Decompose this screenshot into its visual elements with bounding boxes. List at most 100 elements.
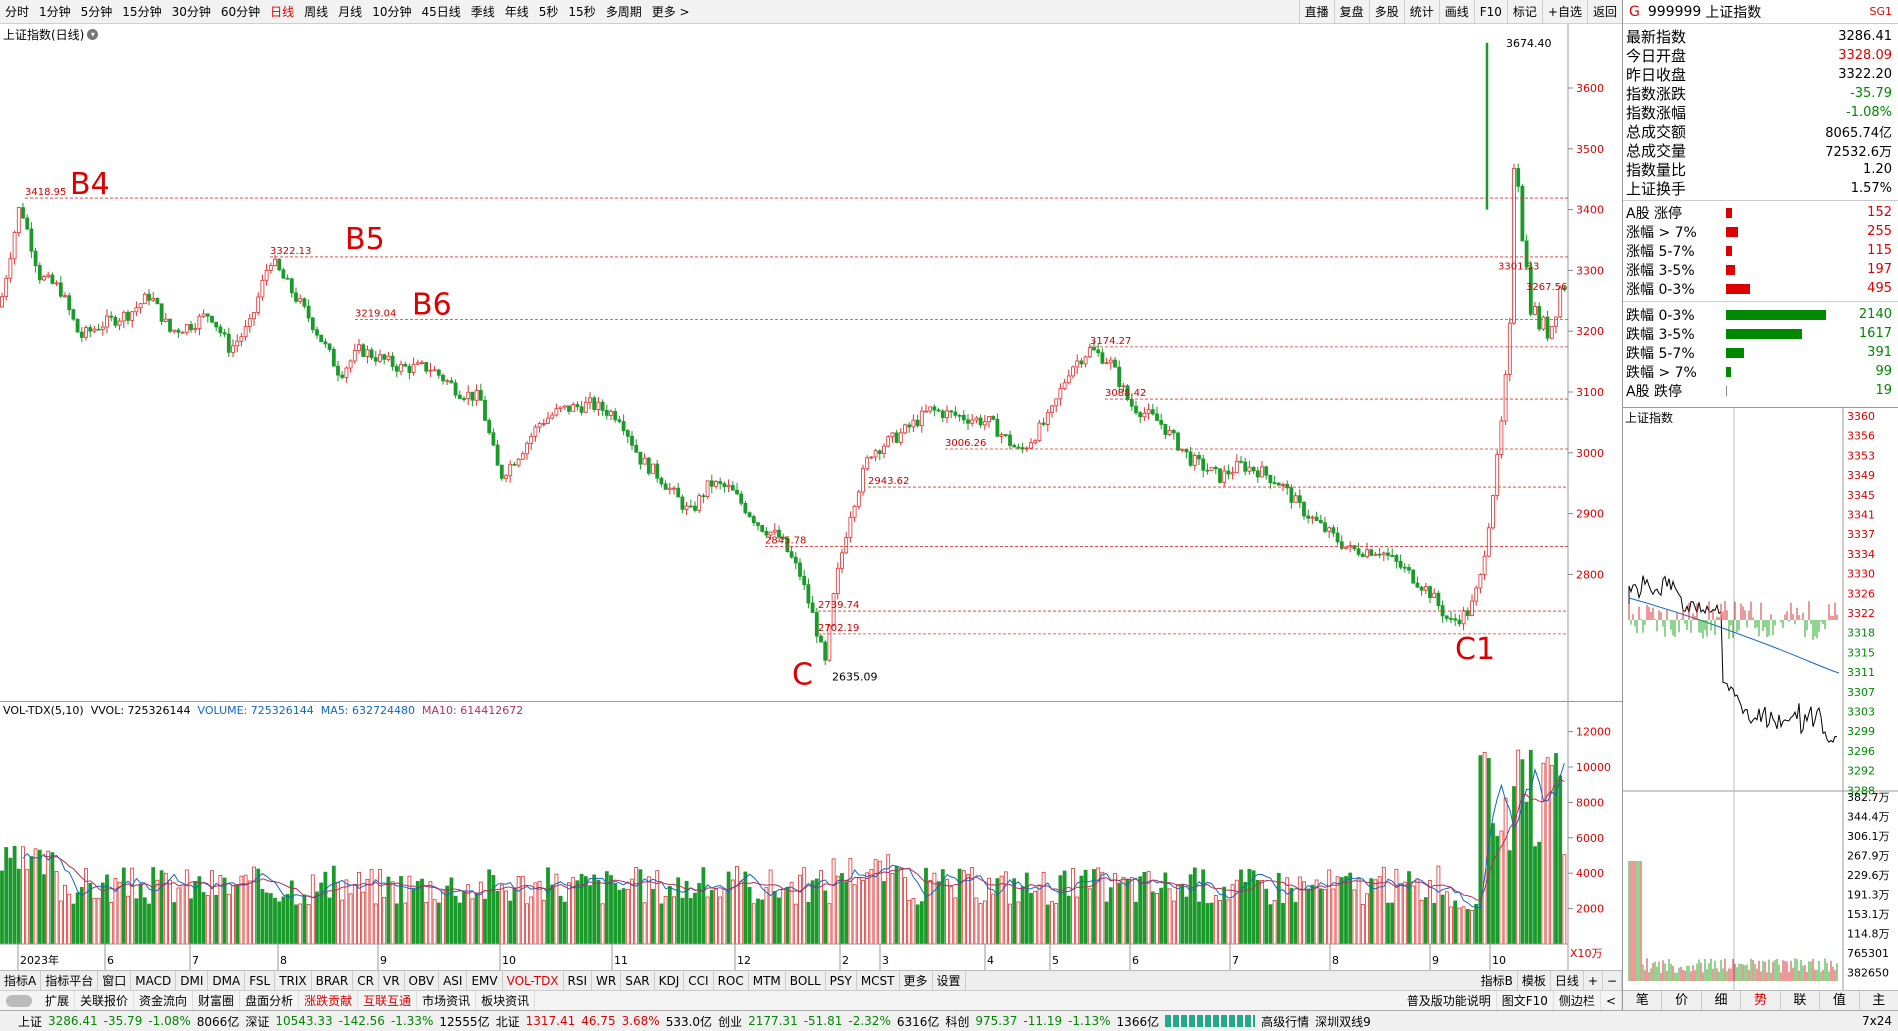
indicator-right-tab[interactable]: 日线 (1551, 970, 1584, 991)
indicator-tab[interactable]: 窗口 (98, 970, 132, 991)
extension-tab[interactable]: 盘面分析 (240, 990, 300, 1011)
candle (852, 505, 857, 518)
period-tab[interactable]: 季线 (470, 4, 495, 19)
kc-label[interactable]: 科创 (945, 1014, 970, 1029)
right-tab[interactable]: 势 (1741, 991, 1781, 1010)
indicator-right-tab[interactable]: 模板 (1518, 970, 1551, 991)
right-tab[interactable]: 笔 (1623, 991, 1663, 1010)
extension-tab[interactable]: 涨跌贡献 (299, 990, 359, 1011)
period-tab[interactable]: 30分钟 (171, 4, 211, 19)
mini-intraday-chart[interactable]: 上证指数 3360 3356 3353 3349 3345 3341 3337 3334 333… (1623, 407, 1898, 991)
indicator-right-tab[interactable]: + (1584, 970, 1603, 991)
right-tab[interactable]: 细 (1702, 991, 1742, 1010)
indicator-tab[interactable]: TRIX (275, 970, 312, 991)
right-tab[interactable]: 联 (1781, 991, 1821, 1010)
volume-bar (1386, 902, 1390, 945)
volume-bar (403, 902, 408, 945)
indicator-tab[interactable]: KDJ (655, 970, 685, 991)
period-tab[interactable]: 1分钟 (39, 4, 71, 19)
bei-label[interactable]: 北证 (495, 1014, 520, 1029)
y-tick-label: 3500 (1576, 143, 1604, 156)
indicator-tab[interactable]: MTM (749, 970, 786, 991)
indicator-tab[interactable]: VOL-TDX (503, 970, 564, 991)
extension-tab[interactable]: 关联报价 (75, 990, 135, 1011)
indicator-tab[interactable]: DMA (208, 970, 246, 991)
extension-tab[interactable]: 板块资讯 (476, 990, 536, 1011)
toggle-icon[interactable] (6, 994, 32, 1007)
sub-flag[interactable]: SG1 (1869, 5, 1892, 18)
indicator-tab[interactable]: CCI (684, 970, 714, 991)
indicator-tab[interactable]: ASI (439, 970, 468, 991)
period-tab[interactable]: 月线 (338, 4, 363, 19)
volume-bar (588, 885, 592, 945)
extension-tab[interactable]: 扩展 (40, 990, 76, 1011)
extension-right-tab[interactable]: < (1601, 990, 1622, 1011)
news-7x24[interactable]: 7x24 (1861, 1014, 1892, 1028)
indicator-tab[interactable]: MCST (857, 970, 900, 991)
right-tab[interactable]: 主 (1860, 991, 1898, 1010)
quote-row: 总成交额 8065.74亿 (1623, 122, 1898, 141)
right-tab[interactable]: 价 (1662, 991, 1702, 1010)
toolbar-right-button[interactable]: 复盘 (1333, 0, 1369, 24)
sh-label[interactable]: 上证 (18, 1014, 43, 1029)
toolbar-right-button[interactable]: 标记 (1506, 0, 1542, 24)
candle (613, 411, 618, 421)
indicator-tab[interactable]: ROC (714, 970, 749, 991)
period-tab[interactable]: 5秒 (538, 4, 559, 19)
indicator-tab[interactable]: BRAR (312, 970, 354, 991)
volume-chart[interactable]: VOL-TDX(5,10) VVOL: 725326144 VOLUME: 72… (0, 702, 1622, 970)
candle (835, 567, 840, 595)
toolbar-right-button[interactable]: +自选 (1541, 0, 1587, 24)
period-tab[interactable]: 更多 > (651, 4, 690, 19)
period-tab[interactable]: 45日线 (421, 4, 461, 19)
indicator-tab[interactable]: 指标A (0, 970, 42, 991)
indicator-tab[interactable]: DMI (176, 970, 209, 991)
indicator-tab[interactable]: OBV (405, 970, 440, 991)
indicator-tab[interactable]: CR (353, 970, 379, 991)
indicator-tab[interactable]: 设置 (933, 970, 966, 991)
extension-right-tab[interactable]: 普及版功能说明 (1402, 990, 1497, 1011)
indicator-tab[interactable]: FSL (245, 970, 276, 991)
extension-tab[interactable]: 财富圈 (193, 990, 241, 1011)
indicator-tab[interactable]: VR (379, 970, 405, 991)
toolbar-right-button[interactable]: 多股 (1368, 0, 1404, 24)
chevron-down-icon[interactable]: ▾ (87, 29, 99, 40)
sz-label[interactable]: 深证 (245, 1014, 270, 1029)
toolbar-right-button[interactable]: 直播 (1298, 0, 1334, 24)
indicator-tab[interactable]: MACD (131, 970, 177, 991)
indicator-tab[interactable]: PSY (826, 970, 857, 991)
main-kline-chart[interactable]: 上证指数(日线) ▾ 3600 3500 3400 3300 3200 3100 3000 2… (0, 24, 1622, 702)
period-tab[interactable]: 15分钟 (122, 4, 162, 19)
period-tab[interactable]: 多周期 (605, 4, 642, 19)
right-tab[interactable]: 值 (1820, 991, 1860, 1010)
toolbar-right-button[interactable]: 画线 (1438, 0, 1474, 24)
indicator-tab[interactable]: SAR (621, 970, 655, 991)
toolbar-right-button[interactable]: 返回 (1586, 0, 1622, 24)
period-tab[interactable]: 分时 (5, 4, 30, 19)
period-tab[interactable]: 10分钟 (372, 4, 412, 19)
indicator-tab[interactable]: EMV (467, 970, 503, 991)
advanced-quote[interactable]: 高级行情 (1261, 1014, 1310, 1029)
indicator-tab[interactable]: RSI (564, 970, 593, 991)
toolbar-right-button[interactable]: F10 (1473, 0, 1507, 24)
period-tab[interactable]: 日线 (270, 4, 295, 19)
indicator-tab[interactable]: BOLL (786, 970, 826, 991)
extension-tab[interactable]: 市场资讯 (417, 990, 477, 1011)
extension-tab[interactable]: 资金流向 (134, 990, 194, 1011)
extension-right-tab[interactable]: 图文F10 (1497, 990, 1554, 1011)
cy-label[interactable]: 创业 (718, 1014, 743, 1029)
indicator-tab[interactable]: WR (592, 970, 622, 991)
indicator-tab[interactable]: 指标平台 (41, 970, 99, 991)
extension-tab[interactable]: 互联互通 (358, 990, 418, 1011)
indicator-tab[interactable]: 更多 (900, 970, 933, 991)
server-name[interactable]: 深圳双线9 (1315, 1014, 1371, 1029)
period-tab[interactable]: 60分钟 (220, 4, 261, 19)
indicator-right-tab[interactable]: 指标B (1477, 970, 1518, 991)
period-tab[interactable]: 年线 (504, 4, 529, 19)
toolbar-right-button[interactable]: 统计 (1403, 0, 1439, 24)
period-tab[interactable]: 5分钟 (80, 4, 113, 19)
period-tab[interactable]: 周线 (304, 4, 329, 19)
extension-right-tab[interactable]: 侧边栏 (1554, 990, 1601, 1011)
indicator-right-tab[interactable]: − (1603, 970, 1622, 991)
period-tab[interactable]: 15秒 (568, 4, 596, 19)
